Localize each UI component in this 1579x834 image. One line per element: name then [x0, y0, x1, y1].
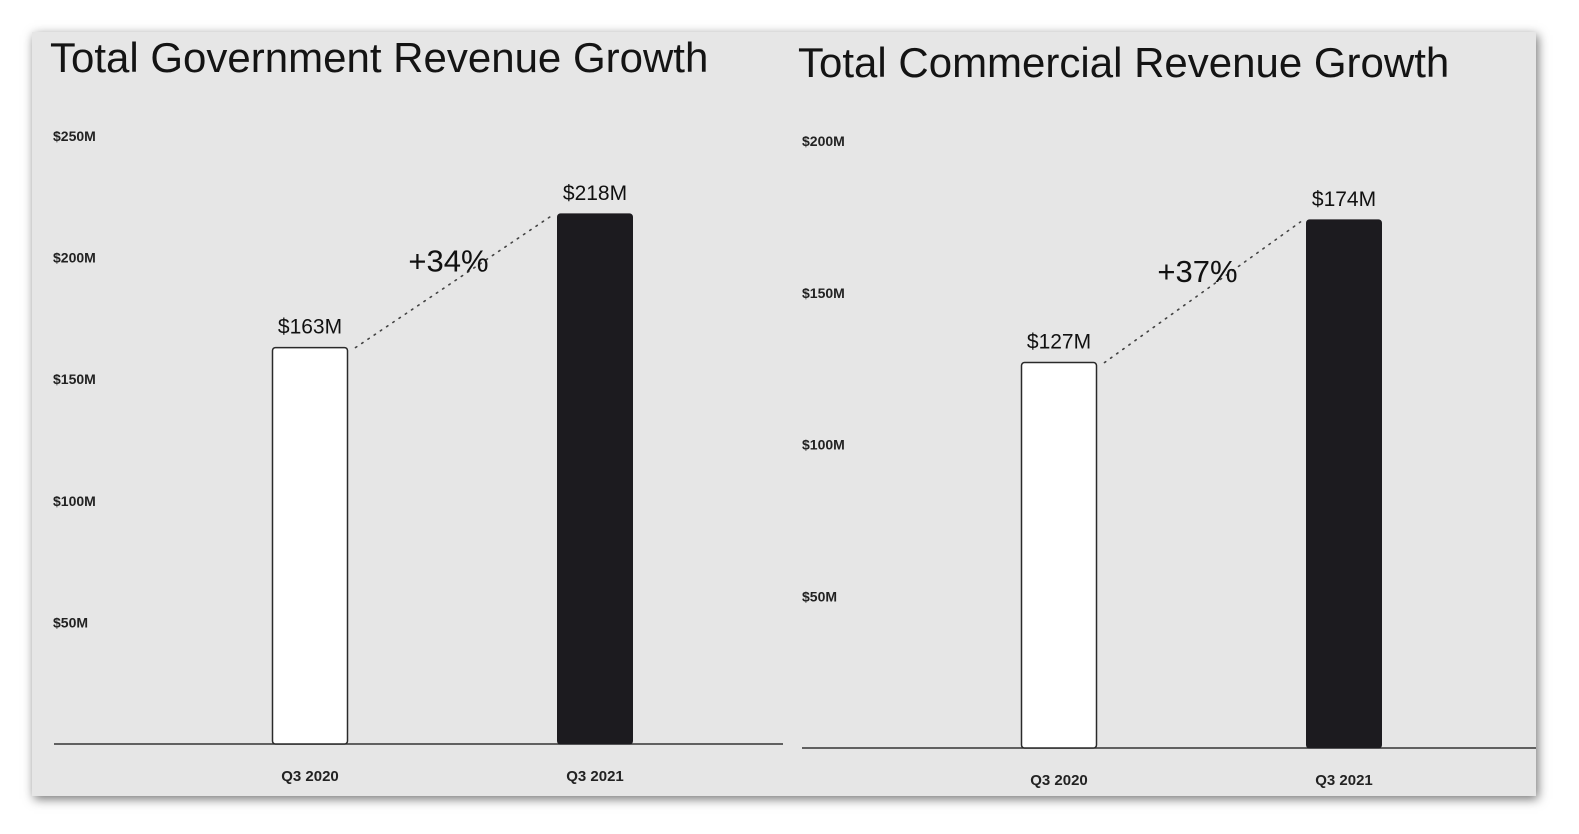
- government-bar-q3-2021: [557, 213, 633, 745]
- commercial-bar-q3-2021: [1306, 219, 1382, 749]
- revenue-charts-svg: Total Government Revenue Growth $50M $100M…: [50, 34, 1536, 789]
- commercial-ytick-label: $150M: [802, 285, 845, 301]
- government-growth-label: +34%: [408, 244, 488, 279]
- government-category-label: Q3 2021: [566, 768, 624, 785]
- government-ytick-label: $200M: [53, 250, 96, 266]
- chart-frame: Total Government Revenue Growth $50M $100M…: [32, 32, 1536, 796]
- government-ytick-label: $100M: [53, 493, 96, 509]
- commercial-bar-q3-2020: [1020, 361, 1098, 749]
- commercial-category-label: Q3 2020: [1030, 772, 1088, 789]
- government-growth-connector: [354, 215, 553, 349]
- commercial-ytick-label: $100M: [802, 437, 845, 453]
- commercial-growth-label: +37%: [1157, 254, 1237, 289]
- commercial-ytick-label: $200M: [802, 133, 845, 149]
- government-ytick-label: $50M: [53, 614, 88, 630]
- government-chart-title: Total Government Revenue Growth: [50, 34, 708, 81]
- government-ytick-label: $250M: [53, 128, 96, 144]
- government-category-label: Q3 2020: [281, 768, 339, 785]
- commercial-value-label: $127M: [1027, 331, 1091, 354]
- commercial-chart-title: Total Commercial Revenue Growth: [798, 39, 1449, 86]
- commercial-category-label: Q3 2021: [1315, 772, 1373, 789]
- commercial-growth-connector: [1103, 221, 1302, 364]
- government-value-label: $163M: [278, 316, 342, 339]
- government-value-label: $218M: [563, 182, 627, 205]
- commercial-value-label: $174M: [1312, 188, 1376, 211]
- commercial-ytick-label: $50M: [802, 588, 837, 604]
- government-ytick-label: $150M: [53, 371, 96, 387]
- government-bar-q3-2020: [271, 346, 349, 745]
